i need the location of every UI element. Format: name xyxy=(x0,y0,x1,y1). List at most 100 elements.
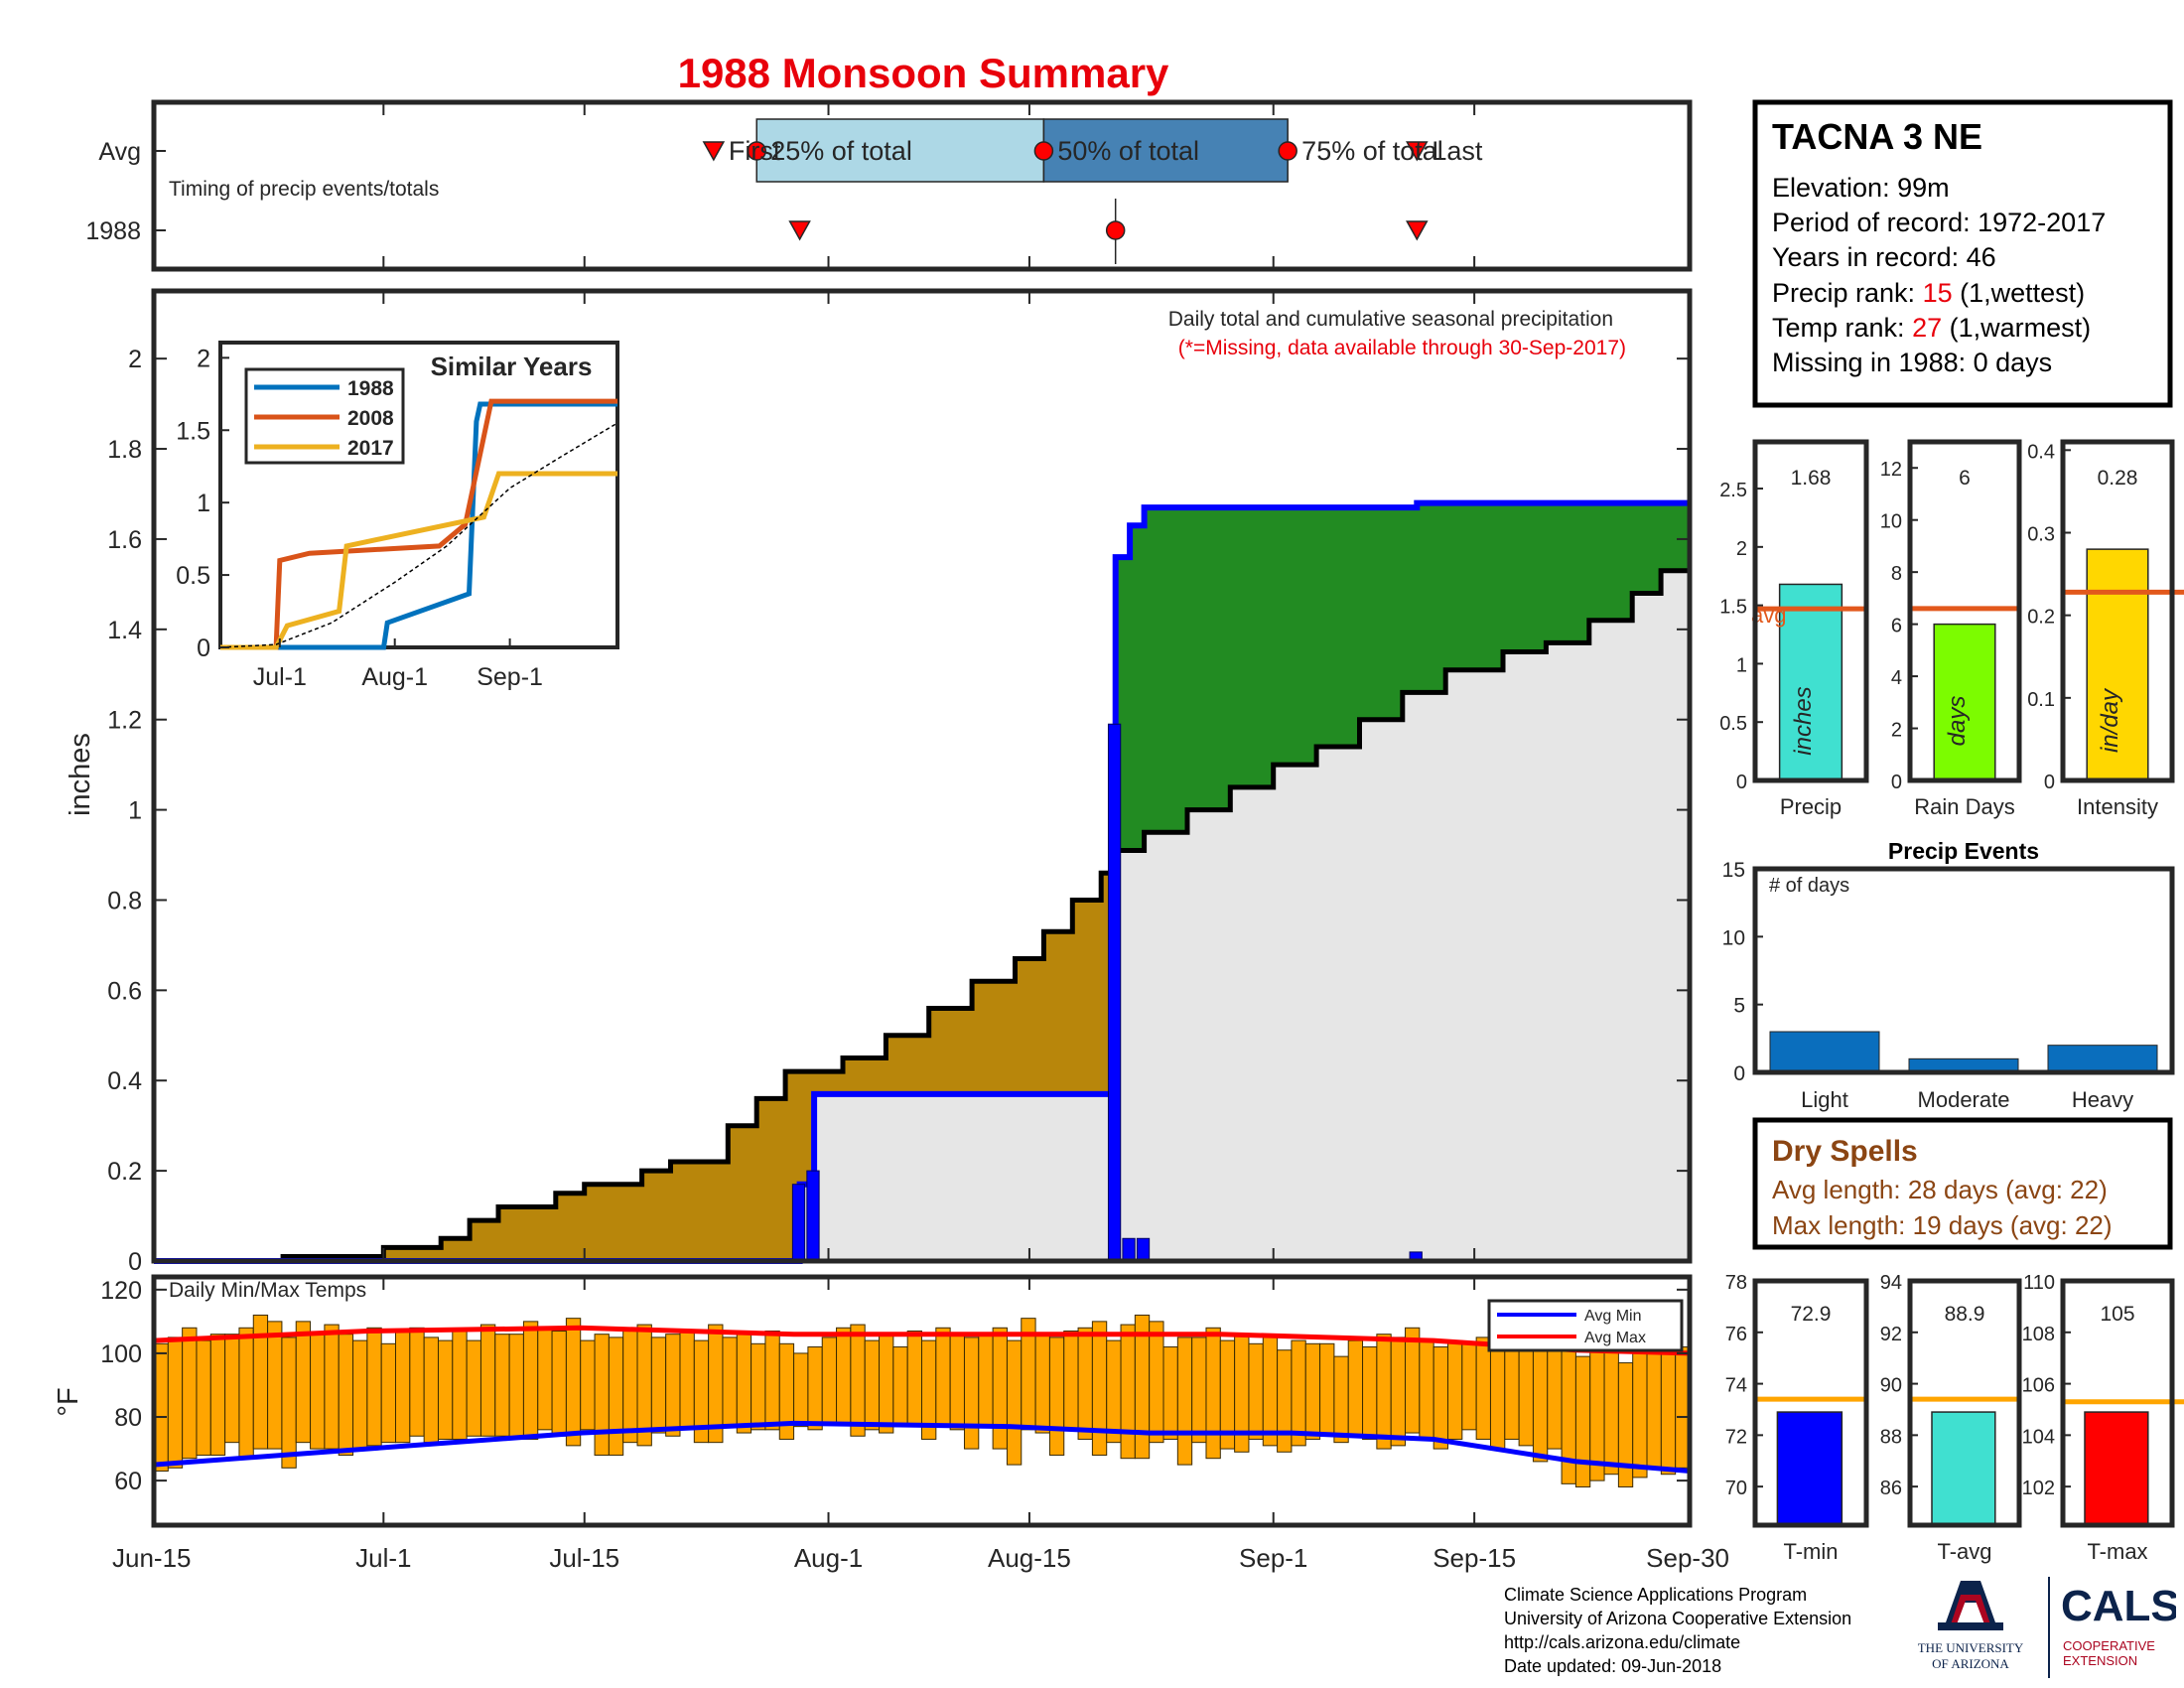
daily-temp-bar xyxy=(992,1327,1008,1450)
year-first-marker xyxy=(788,220,811,241)
temp-stat-ytick-label: 92 xyxy=(1880,1324,1902,1345)
daily-temp-bar xyxy=(850,1324,866,1437)
main-ytick-label: 0 xyxy=(128,1248,142,1276)
temp-y-axis-label: °F xyxy=(53,1387,84,1416)
inset-line-2008 xyxy=(220,398,617,650)
daily-temp-bar xyxy=(1362,1346,1378,1440)
stat-ytick-label: 12 xyxy=(1880,459,1902,481)
daily-temp-bar xyxy=(565,1318,582,1447)
main-ytick-label: 0.6 xyxy=(107,977,142,1005)
stat-ytick-label: 6 xyxy=(1891,616,1902,637)
daily-temp-bar xyxy=(978,1334,994,1428)
daily-temp-bar xyxy=(1262,1334,1279,1447)
station-name: TACNA 3 NE xyxy=(1772,116,1982,157)
daily-temp-bar xyxy=(1176,1336,1193,1466)
temp-stat-ytick-label: 94 xyxy=(1880,1272,1902,1294)
avg-last-marker xyxy=(1406,141,1429,162)
daily-temp-bar xyxy=(409,1327,425,1437)
events-ytick-label: 5 xyxy=(1733,995,1745,1018)
main-y-axis-label: inches xyxy=(65,733,96,816)
stat-panel-frame-0 xyxy=(1752,439,1869,783)
events-title: Precip Events xyxy=(1888,838,2039,864)
daily-temp-bar xyxy=(324,1324,340,1450)
page-title: 1988 Monsoon Summary xyxy=(678,50,1169,96)
timing-year-label: 1988 xyxy=(85,217,141,245)
daily-temp-bar xyxy=(238,1327,254,1460)
x-tick-label: Jun-15 xyxy=(112,1543,192,1573)
temp-ytick-label: 100 xyxy=(100,1340,142,1368)
p25-box xyxy=(755,118,1045,183)
daily-temp-bar xyxy=(1547,1339,1563,1450)
temp-stat-value-label: 88.9 xyxy=(1945,1303,1985,1326)
stat-category-label: Intensity xyxy=(2077,794,2158,819)
daily-temp-bar xyxy=(949,1334,965,1431)
temp-stat-frame-0 xyxy=(1752,1278,1869,1528)
daily-temp-bar xyxy=(1304,1342,1321,1440)
temp-ytick-label: 120 xyxy=(100,1277,142,1305)
dry-spells-box xyxy=(1752,1117,2173,1250)
daily-temp-bar xyxy=(1205,1327,1221,1460)
daily-temp-bar xyxy=(1660,1346,1677,1476)
stat-category-label: Rain Days xyxy=(1914,794,2014,819)
events-ytick-label: 15 xyxy=(1722,859,1745,882)
missing-data-note: (*=Missing, data available through 30-Se… xyxy=(1178,337,1626,359)
daily-temp-bar xyxy=(1433,1346,1448,1450)
daily-temp-bar xyxy=(1106,1339,1122,1444)
main-caption: Daily total and cumulative seasonal prec… xyxy=(1168,308,1613,331)
inset-ytick-label: 1.5 xyxy=(176,417,210,445)
temp-stat-ytick-label: 78 xyxy=(1725,1272,1747,1294)
svg-text:EXTENSION: EXTENSION xyxy=(2063,1653,2137,1668)
avg-min-line xyxy=(153,1420,1691,1474)
daily-temp-bar xyxy=(267,1321,283,1450)
daily-temp-bar xyxy=(622,1330,638,1444)
main-ytick-label: 0.2 xyxy=(107,1158,142,1186)
daily-temp-bar xyxy=(522,1321,539,1440)
daily-temp-bar xyxy=(1077,1327,1093,1440)
daily-temp-bar xyxy=(963,1336,980,1450)
stat-ytick-label: 2 xyxy=(1891,720,1902,742)
temp-stat-category-label: T-min xyxy=(1784,1539,1839,1564)
footer-date: Date updated: 09-Jun-2018 xyxy=(1504,1656,1721,1676)
stat-ytick-label: 0.3 xyxy=(2027,523,2055,545)
year-last-marker xyxy=(1406,220,1429,241)
precip-rank-part: 15 xyxy=(1923,278,1953,308)
daily-precip-bar xyxy=(1122,1237,1136,1262)
events-bar-2 xyxy=(2047,1045,2158,1073)
temp-stat-ytick-label: 104 xyxy=(2022,1426,2055,1448)
daily-temp-bar xyxy=(1405,1327,1421,1434)
daily-temp-bar xyxy=(1461,1342,1477,1431)
footer-url: http://cals.arizona.edu/climate xyxy=(1504,1632,1740,1652)
year-below-avg-area xyxy=(154,561,1690,1261)
daily-temp-bar xyxy=(352,1339,368,1450)
timing-caption: Timing of precip events/totals xyxy=(169,178,439,201)
daily-temp-bar xyxy=(935,1327,951,1428)
daily-temp-bar xyxy=(494,1334,510,1437)
daily-temp-bar xyxy=(1646,1349,1662,1469)
university-of-arizona-logo: THE UNIVERSITY OF ARIZONA xyxy=(1916,1573,2025,1682)
inset-legend-label: 1988 xyxy=(347,377,394,400)
daily-temp-bar xyxy=(821,1336,838,1424)
temp-rank: Temp rank: 27 (1,warmest) xyxy=(1772,313,2091,343)
daily-temp-bar xyxy=(395,1330,411,1444)
inset-xtick-label: Aug-1 xyxy=(361,663,428,691)
temp-stat-ytick-label: 74 xyxy=(1725,1375,1747,1397)
precip-rank-part: (1,wettest) xyxy=(1953,278,2086,308)
temp-stat-ytick-label: 102 xyxy=(2022,1477,2055,1499)
daily-temp-bar xyxy=(537,1327,553,1431)
p25-label: 25% of total xyxy=(770,136,912,166)
main-ytick-label: 1 xyxy=(128,797,142,825)
temp-stat-category-label: T-avg xyxy=(1937,1539,1991,1564)
daily-temp-bar xyxy=(452,1330,468,1440)
p50-box xyxy=(1042,118,1289,183)
temp-ytick-label: 80 xyxy=(114,1404,142,1432)
daily-temp-bar xyxy=(1589,1342,1605,1481)
footer-program: Climate Science Applications Program xyxy=(1504,1585,1807,1605)
events-bar-0 xyxy=(1769,1031,1880,1073)
avg-p75-marker xyxy=(1278,141,1297,161)
temp-stat-frame-1 xyxy=(1907,1278,2022,1528)
inset-legend-label: 2008 xyxy=(347,407,394,430)
temp-stat-bar-0 xyxy=(1776,1411,1843,1526)
temp-legend-box xyxy=(1487,1299,1684,1352)
